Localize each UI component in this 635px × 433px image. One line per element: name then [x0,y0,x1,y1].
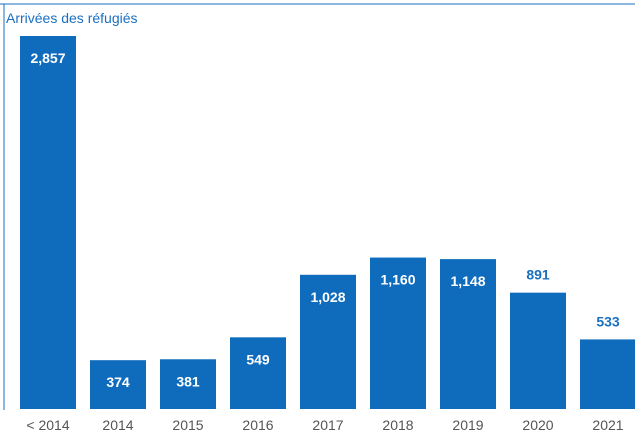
data-label-7: 891 [526,267,550,283]
x-tick-label-4: 2017 [312,417,343,433]
data-label-0: 2,857 [30,50,65,66]
x-tick-label-5: 2018 [382,417,413,433]
data-label-8: 533 [596,313,620,329]
x-tick-label-8: 2021 [592,417,623,433]
bar-6 [440,259,496,409]
bar-4 [300,274,356,409]
data-label-4: 1,028 [310,289,345,305]
chart-title: Arrivées des réfugiés [6,10,138,26]
bar-2 [160,359,216,409]
data-label-6: 1,148 [450,273,485,289]
x-tick-labels-group: < 2014 2014 2015 2016 2017 2018 2019 2020 2021 [26,417,623,433]
x-tick-label-0: < 2014 [26,417,69,433]
x-tick-label-2: 2015 [172,417,203,433]
bar-7 [510,292,566,409]
data-label-1: 374 [106,374,130,390]
bar-3 [230,337,286,409]
data-label-3: 549 [246,351,270,367]
bar-8 [580,339,635,409]
x-tick-label-1: 2014 [102,417,133,433]
x-tick-label-7: 2020 [522,417,553,433]
data-labels-group: 2,857 374 381 549 1,028 1,160 1,148 891 533 [30,50,619,390]
x-tick-label-3: 2016 [242,417,273,433]
bars-group [20,36,635,409]
x-tick-label-6: 2019 [452,417,483,433]
bar-1 [90,360,146,409]
bar-5 [370,257,426,409]
bar-0 [20,36,76,409]
data-label-2: 381 [176,373,200,389]
data-label-5: 1,160 [380,272,415,288]
